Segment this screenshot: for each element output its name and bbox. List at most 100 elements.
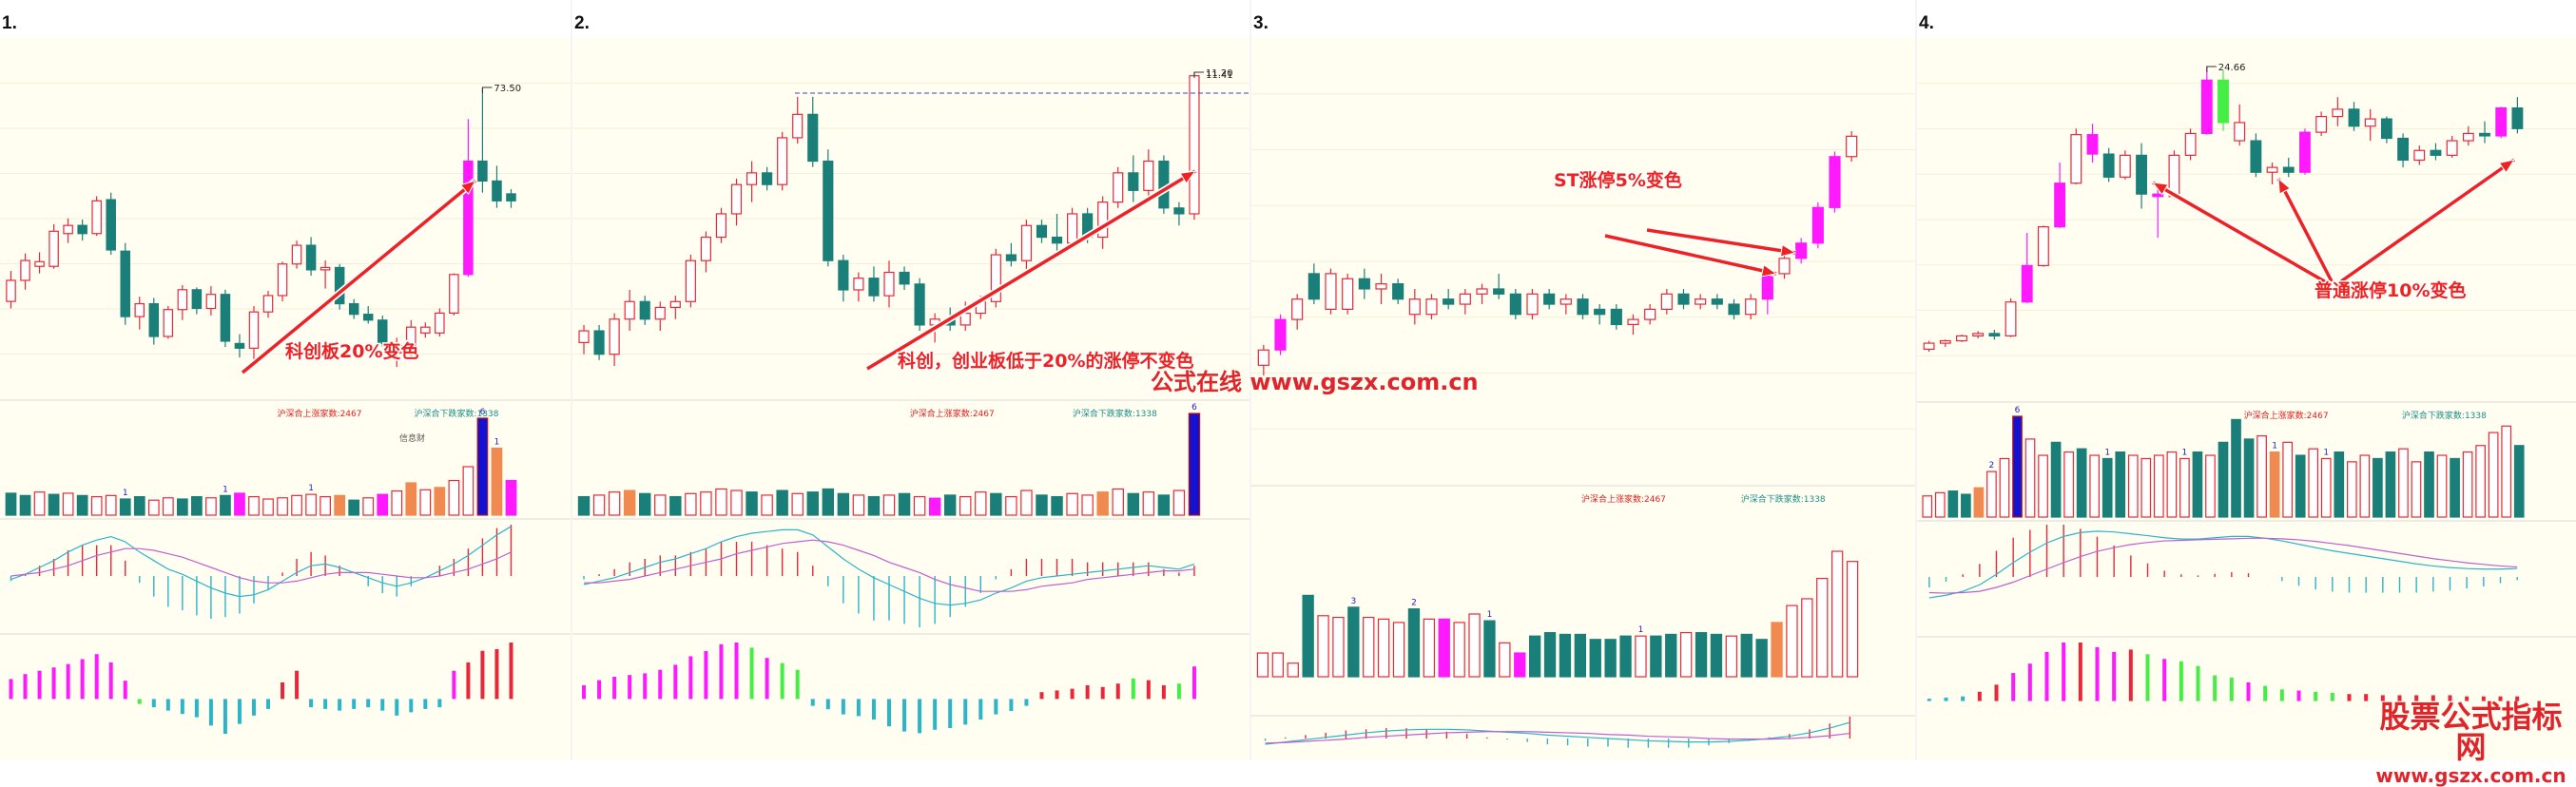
volume-bar bbox=[577, 495, 591, 516]
volume-bar bbox=[2450, 457, 2460, 518]
candle-body bbox=[838, 259, 849, 291]
volume-marker: 6 bbox=[480, 408, 486, 417]
volume-bar bbox=[1377, 618, 1390, 678]
volume-bar bbox=[1801, 598, 1813, 678]
candle-body bbox=[1143, 160, 1154, 191]
oscillator-bar bbox=[1115, 683, 1120, 700]
oscillator-bar bbox=[643, 673, 648, 700]
price-label: 24.66 bbox=[2218, 63, 2246, 73]
volume-bar bbox=[2012, 415, 2023, 518]
oscillator-bar bbox=[266, 699, 271, 709]
volume-bar bbox=[105, 494, 117, 516]
price-marker-line bbox=[481, 86, 493, 93]
candle-body bbox=[1189, 75, 1200, 215]
candle-body bbox=[1067, 213, 1078, 244]
oscillator-group bbox=[582, 643, 1196, 734]
volume-bar bbox=[2385, 451, 2396, 518]
volume-marker: 2 bbox=[1989, 461, 1995, 470]
volume-bar bbox=[2436, 454, 2448, 518]
oscillator-bar bbox=[165, 699, 170, 711]
corner-watermark: 股票公式指标网 www.gszx.com.cn bbox=[2366, 701, 2576, 785]
macd-dif-line bbox=[1265, 721, 1850, 745]
volume-bar bbox=[1528, 635, 1541, 678]
candle-body bbox=[2380, 118, 2392, 140]
volume-bar bbox=[1157, 494, 1171, 516]
volume-bar bbox=[1635, 635, 1647, 678]
candle-body bbox=[2102, 153, 2115, 178]
volume-marker: 1 bbox=[123, 489, 128, 498]
volume-bar bbox=[990, 492, 1002, 516]
volume-bar bbox=[162, 497, 174, 516]
volume-group bbox=[1922, 415, 2525, 518]
oscillator-bar bbox=[37, 670, 42, 700]
oscillator-bar bbox=[123, 681, 127, 700]
volume-bar bbox=[913, 495, 926, 516]
oscillator-bar bbox=[309, 699, 314, 708]
candle-body bbox=[34, 260, 45, 267]
candle-body bbox=[348, 302, 359, 316]
oscillator-bar bbox=[409, 699, 414, 713]
candle-body bbox=[1778, 258, 1791, 275]
annotation-arrowhead bbox=[1779, 243, 1797, 258]
volume-bar bbox=[1559, 633, 1572, 678]
volume-bar bbox=[377, 493, 389, 516]
volume-bar bbox=[1066, 492, 1078, 516]
candle-body bbox=[48, 230, 59, 267]
candle-body bbox=[1325, 273, 1337, 310]
volume-bar bbox=[1438, 618, 1450, 678]
candle-body bbox=[746, 172, 758, 185]
volume-bar bbox=[2231, 418, 2241, 518]
oscillator-bar bbox=[1994, 684, 1999, 701]
candle-body bbox=[2348, 108, 2360, 127]
price-marker-line bbox=[2206, 66, 2217, 72]
oscillator-bar bbox=[452, 670, 456, 700]
candle-body bbox=[1728, 303, 1740, 316]
candle-body bbox=[91, 200, 102, 235]
candle-body bbox=[220, 294, 231, 342]
candle-body bbox=[1443, 298, 1455, 305]
oscillator-bar bbox=[9, 679, 13, 700]
candle-body bbox=[2250, 140, 2262, 173]
candle-body bbox=[1036, 224, 1048, 239]
volume-bar bbox=[730, 489, 743, 516]
candle-body bbox=[1577, 298, 1589, 316]
candle-body bbox=[506, 193, 516, 202]
volume-bar bbox=[448, 479, 460, 516]
candle-body bbox=[320, 266, 331, 271]
oscillator-bar bbox=[871, 699, 876, 720]
oscillator-bar bbox=[1977, 691, 1982, 701]
volume-bar bbox=[1589, 639, 1601, 678]
oscillator-bar bbox=[2112, 651, 2117, 701]
candle-body bbox=[106, 199, 116, 251]
volume-bar bbox=[2501, 425, 2512, 518]
volume-marker: 2 bbox=[1411, 599, 1417, 608]
oscillator-group bbox=[1927, 643, 2520, 701]
volume-bar bbox=[1453, 622, 1465, 678]
oscillator-bar bbox=[1085, 685, 1090, 700]
oscillator-bar bbox=[2330, 692, 2334, 701]
chart-panel-2: 2. 11.20 11.41 科创，创业板低于20%的涨停不变色 沪深合上涨家数:24… bbox=[572, 0, 1250, 760]
volume-bar bbox=[5, 492, 17, 516]
candle-body bbox=[277, 263, 288, 297]
candle-body bbox=[1128, 172, 1139, 191]
candle-body bbox=[2299, 131, 2311, 173]
oscillator-bar bbox=[749, 647, 754, 700]
oscillator-bar bbox=[2498, 696, 2503, 701]
volume-bar bbox=[1961, 493, 1971, 518]
price-label: 73.50 bbox=[494, 84, 521, 94]
oscillator-bar bbox=[338, 699, 342, 711]
volume-bar bbox=[1363, 616, 1375, 678]
oscillator-bar bbox=[978, 699, 983, 720]
oscillator-bar bbox=[856, 699, 861, 717]
candle-body bbox=[2005, 301, 2017, 337]
candle-body bbox=[1811, 206, 1824, 244]
volume-bar bbox=[2346, 461, 2357, 518]
oscillator-bar bbox=[2314, 691, 2318, 701]
volume-bar bbox=[685, 492, 697, 516]
candle-body bbox=[305, 244, 317, 271]
candle-body bbox=[63, 224, 73, 235]
volume-bar bbox=[133, 495, 145, 516]
annotation-arrowhead bbox=[459, 180, 476, 196]
oscillator-bar bbox=[352, 699, 357, 709]
